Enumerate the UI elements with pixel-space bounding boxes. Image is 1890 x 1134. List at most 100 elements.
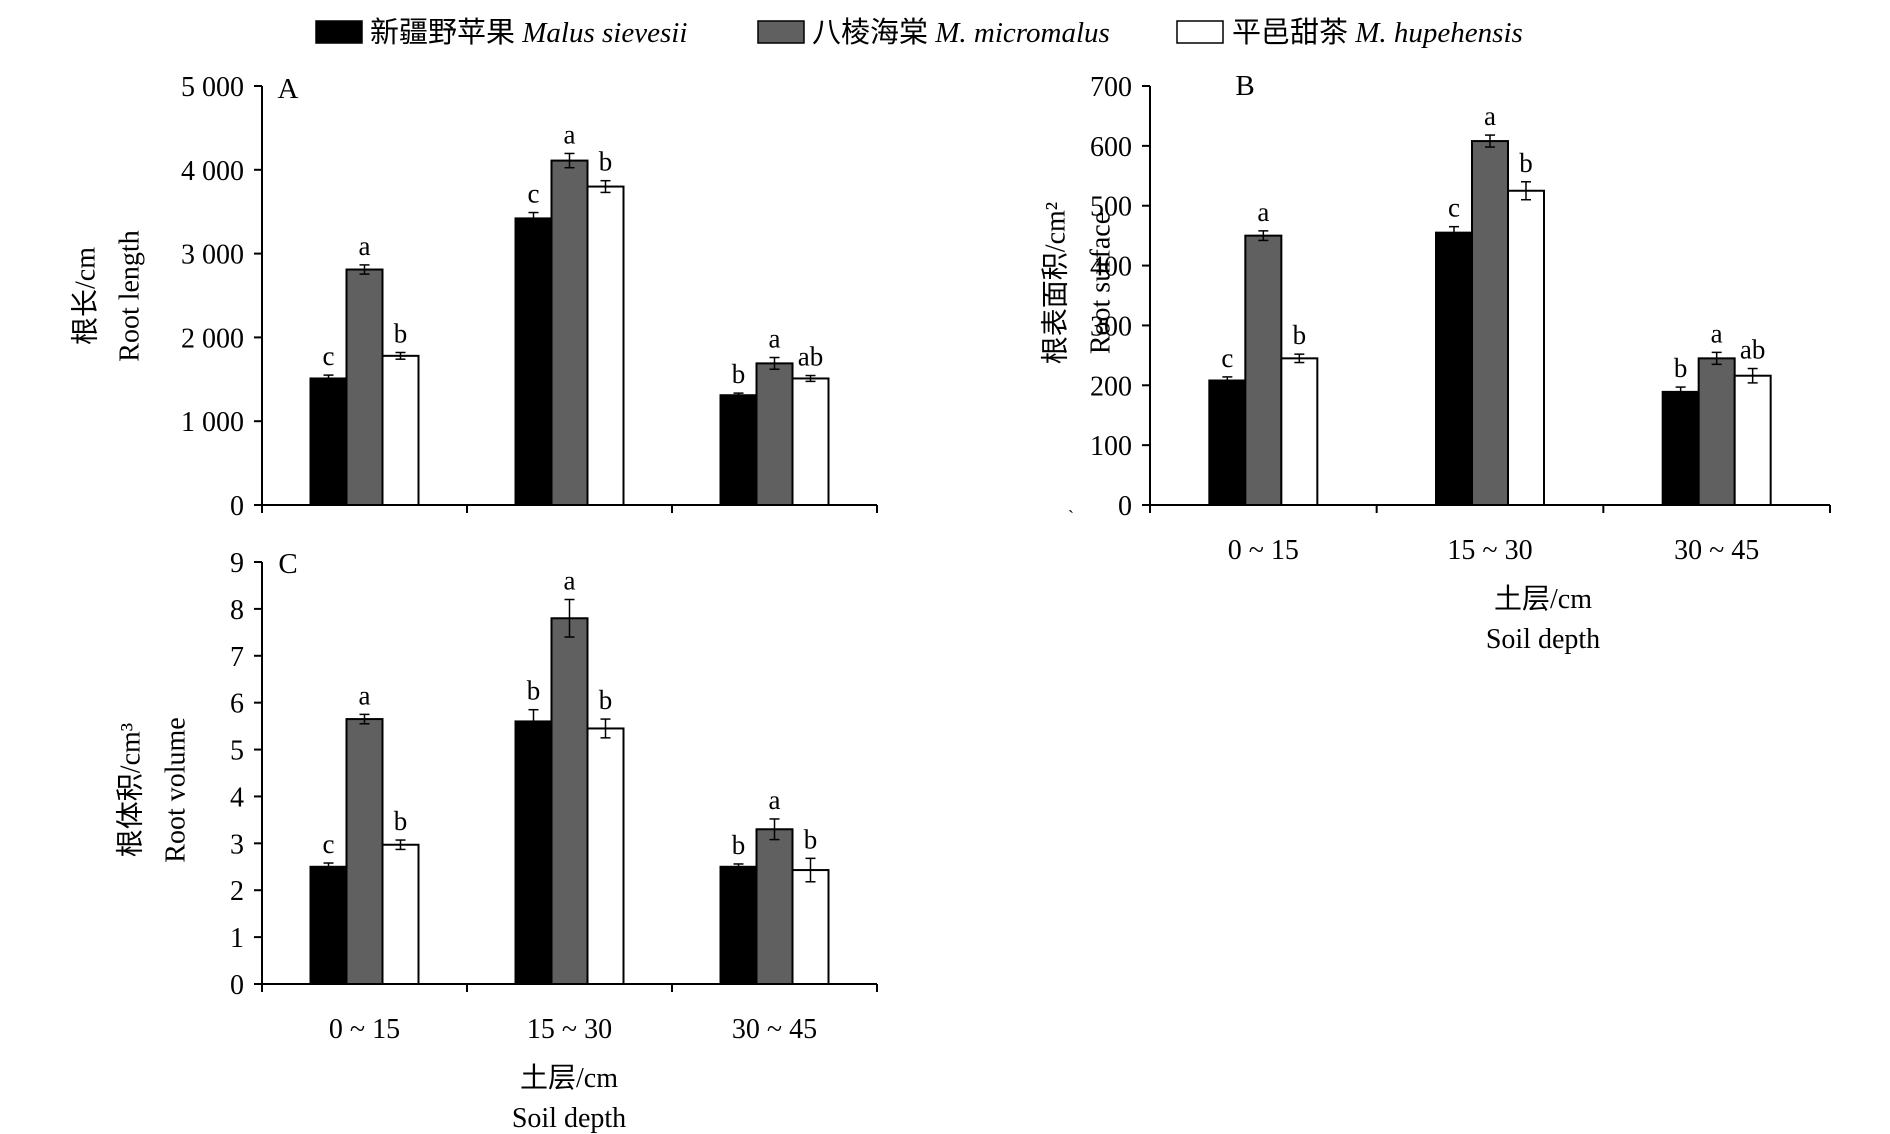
significance-letter: b — [394, 318, 408, 348]
bar-series1-cat3 — [1661, 390, 1700, 506]
bar-series1-cat3 — [719, 394, 758, 506]
significance-letter: a — [359, 680, 371, 710]
panel-letter: B — [1235, 70, 1254, 102]
significance-letter: b — [527, 676, 541, 706]
y-tick-label: 1 000 — [181, 407, 244, 438]
significance-letter: a — [359, 231, 371, 261]
bar-series3-cat1 — [381, 843, 420, 985]
y-tick-label: 4 — [230, 782, 244, 813]
bar-series2-cat3 — [755, 828, 794, 985]
stray-mark: ˎ — [1068, 493, 1074, 513]
x-category-label: 0 ~ 15 — [329, 1014, 400, 1045]
y-tick-label: 3 — [230, 829, 244, 860]
legend-swatch-1 — [315, 20, 363, 44]
significance-letter: c — [323, 341, 335, 371]
y-tick-label: 0 — [230, 491, 244, 522]
y-tick-label: 5 000 — [181, 72, 244, 103]
panel-letter: A — [278, 73, 299, 105]
legend: 新疆野苹果 Malus sievesii 八棱海棠 M. micromalus 平邑… — [315, 16, 1523, 49]
y-tick-label: 8 — [230, 595, 244, 626]
y-tick-label: 2 — [230, 876, 244, 907]
x-category-label: 15 ~ 30 — [527, 1014, 612, 1045]
y-axis-label-en: Root length — [115, 230, 146, 361]
bar-series2-cat2 — [550, 159, 589, 506]
bar-series3-cat1 — [381, 354, 420, 506]
bar-series1-cat1 — [309, 377, 348, 507]
significance-letter: a — [1711, 318, 1723, 348]
legend-label-2: 八棱海棠 M. micromalus — [812, 16, 1110, 49]
x-axis-label-cn: 土层/cm — [520, 1062, 618, 1094]
legend-label-cn: 八棱海棠 — [812, 16, 935, 49]
legend-swatch-2 — [757, 20, 805, 44]
bar-series2-cat2 — [1471, 140, 1509, 506]
bar-series2-cat2 — [550, 617, 589, 985]
significance-letter: c — [1448, 193, 1460, 223]
bar-series1-cat2 — [514, 720, 553, 986]
y-tick-label: 4 000 — [181, 156, 244, 187]
bar-series2-cat3 — [755, 362, 794, 506]
significance-letter: b — [804, 824, 818, 854]
y-tick-label: 2 000 — [181, 323, 244, 354]
x-axis-label-en: Soil depth — [1486, 624, 1600, 655]
bar-series1-cat1 — [1208, 379, 1247, 506]
bar-series2-cat1 — [345, 268, 384, 506]
x-category-label: 30 ~ 45 — [732, 1014, 817, 1045]
x-category-label: 15 ~ 30 — [1447, 535, 1532, 566]
bar-series1-cat3 — [719, 865, 758, 985]
legend-label-cn: 平邑甜茶 — [1232, 16, 1355, 49]
significance-letter: a — [564, 566, 576, 596]
y-tick-label: 400 — [1090, 252, 1132, 283]
significance-letter: b — [599, 147, 613, 177]
x-category-label: 0 ~ 15 — [1228, 535, 1299, 566]
x-axis-label-en: Soil depth — [512, 1103, 626, 1134]
legend-label-latin: Malus sievesii — [521, 17, 687, 49]
legend-label-latin: M. hupehensis — [1354, 17, 1523, 49]
bar-series3-cat2 — [586, 185, 625, 506]
significance-letter: b — [1519, 148, 1533, 178]
bar-series3-cat2 — [586, 727, 625, 986]
y-axis-label-cn: 根表面积/cm² — [1040, 202, 1072, 364]
x-category-label: 30 ~ 45 — [1674, 535, 1759, 566]
bar-series3-cat3 — [791, 377, 830, 507]
bar-series3-cat1 — [1280, 357, 1319, 506]
significance-letter: a — [1484, 101, 1496, 131]
significance-letter: b — [1674, 353, 1688, 383]
y-tick-label: 200 — [1090, 371, 1132, 402]
y-tick-label: 7 — [230, 642, 244, 673]
bar-series3-cat3 — [1733, 374, 1772, 506]
y-axis-label-en: Root volume — [161, 717, 192, 862]
significance-letter: a — [564, 119, 576, 149]
y-tick-label: 0 — [230, 970, 244, 1001]
significance-letter: b — [394, 806, 408, 836]
legend-swatch-3 — [1176, 20, 1224, 44]
y-tick-label: 6 — [230, 689, 244, 720]
legend-label-latin: M. micromalus — [934, 17, 1110, 49]
y-tick-label: 300 — [1090, 311, 1132, 342]
panel-letter: C — [278, 548, 297, 580]
bar-series2-cat1 — [1244, 234, 1283, 506]
significance-letter: b — [1293, 320, 1307, 350]
bar-series1-cat2 — [514, 217, 553, 507]
y-axis-label-cn: 根体积/cm³ — [115, 723, 147, 857]
significance-letter: ab — [798, 342, 823, 372]
y-tick-label: 500 — [1090, 192, 1132, 223]
legend-label-3: 平邑甜茶 M. hupehensis — [1232, 16, 1523, 49]
legend-label-1: 新疆野苹果 Malus sievesii — [370, 16, 687, 49]
bar-series3-cat2 — [1507, 189, 1545, 506]
y-tick-label: 5 — [230, 736, 244, 767]
significance-letter: a — [769, 324, 781, 354]
y-tick-label: 700 — [1090, 72, 1132, 103]
y-tick-label: 9 — [230, 548, 244, 579]
significance-letter: b — [732, 359, 746, 389]
y-tick-label: 600 — [1090, 132, 1132, 163]
y-tick-label: 100 — [1090, 431, 1132, 462]
significance-letter: c — [1221, 343, 1233, 373]
bar-series2-cat1 — [345, 718, 384, 985]
significance-letter: ab — [1740, 335, 1765, 365]
bar-series2-cat3 — [1697, 357, 1736, 506]
significance-letter: b — [599, 685, 613, 715]
bar-series1-cat2 — [1435, 231, 1473, 506]
significance-letter: a — [769, 785, 781, 815]
